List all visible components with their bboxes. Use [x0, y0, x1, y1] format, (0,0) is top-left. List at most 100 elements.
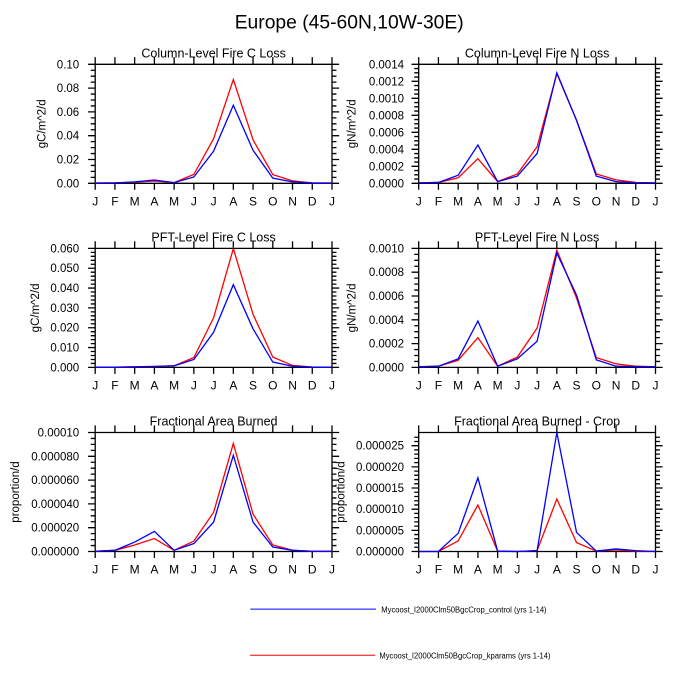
svg-text:J: J — [653, 563, 659, 577]
svg-text:0.0014: 0.0014 — [369, 59, 405, 71]
svg-text:0.00010: 0.00010 — [38, 428, 80, 440]
svg-text:0.010: 0.010 — [50, 343, 79, 355]
svg-text:0.08: 0.08 — [57, 83, 79, 95]
svg-text:N: N — [612, 379, 621, 393]
svg-text:gN/m^2/d: gN/m^2/d — [347, 99, 359, 148]
svg-text:A: A — [553, 563, 561, 577]
svg-text:0.0004: 0.0004 — [369, 144, 405, 156]
svg-text:0.000000: 0.000000 — [31, 547, 79, 559]
svg-text:D: D — [631, 194, 640, 208]
svg-text:J: J — [329, 563, 335, 577]
svg-text:M: M — [169, 194, 179, 208]
svg-text:0.000025: 0.000025 — [356, 441, 404, 453]
svg-text:Fractional Area Burned: Fractional Area Burned — [150, 415, 278, 429]
svg-text:S: S — [573, 563, 581, 577]
svg-text:0.00: 0.00 — [57, 178, 79, 190]
svg-text:J: J — [211, 194, 217, 208]
svg-text:PFT-Level Fire C Loss: PFT-Level Fire C Loss — [151, 230, 275, 244]
svg-text:J: J — [653, 379, 659, 393]
svg-text:0.06: 0.06 — [57, 107, 79, 119]
svg-text:M: M — [130, 379, 140, 393]
svg-text:0.000: 0.000 — [50, 362, 79, 374]
svg-text:O: O — [592, 379, 601, 393]
svg-text:F: F — [435, 379, 442, 393]
svg-text:J: J — [92, 563, 98, 577]
svg-text:A: A — [553, 379, 561, 393]
svg-text:S: S — [249, 379, 257, 393]
svg-text:F: F — [435, 194, 442, 208]
svg-text:S: S — [249, 194, 257, 208]
svg-text:0.040: 0.040 — [50, 283, 79, 295]
svg-text:J: J — [191, 379, 197, 393]
svg-text:0.000000: 0.000000 — [356, 547, 404, 559]
svg-text:J: J — [92, 194, 98, 208]
svg-text:J: J — [416, 194, 422, 208]
svg-text:N: N — [288, 379, 297, 393]
svg-text:M: M — [493, 563, 503, 577]
svg-text:M: M — [169, 379, 179, 393]
svg-text:A: A — [229, 563, 237, 577]
svg-text:J: J — [191, 563, 197, 577]
svg-text:J: J — [416, 379, 422, 393]
svg-text:O: O — [268, 379, 277, 393]
svg-text:M: M — [493, 194, 503, 208]
svg-text:A: A — [474, 194, 482, 208]
svg-text:D: D — [308, 379, 317, 393]
svg-text:0.020: 0.020 — [50, 323, 79, 335]
svg-text:J: J — [92, 379, 98, 393]
svg-text:A: A — [229, 379, 237, 393]
svg-text:F: F — [111, 194, 118, 208]
svg-text:0.0008: 0.0008 — [369, 267, 404, 279]
svg-text:0.0006: 0.0006 — [369, 291, 404, 303]
svg-text:A: A — [474, 563, 482, 577]
svg-text:F: F — [435, 563, 442, 577]
svg-text:M: M — [493, 379, 503, 393]
svg-text:0.0010: 0.0010 — [369, 93, 404, 105]
svg-text:F: F — [111, 379, 118, 393]
svg-text:J: J — [329, 194, 335, 208]
svg-text:J: J — [534, 563, 540, 577]
svg-text:A: A — [474, 379, 482, 393]
svg-text:J: J — [653, 194, 659, 208]
svg-text:A: A — [150, 563, 158, 577]
svg-text:gC/m^2/d: gC/m^2/d — [36, 99, 48, 148]
svg-text:Fractional Area Burned - Crop: Fractional Area Burned - Crop — [454, 415, 620, 429]
svg-text:M: M — [453, 379, 463, 393]
svg-text:D: D — [308, 563, 317, 577]
svg-text:A: A — [553, 194, 561, 208]
svg-text:J: J — [191, 194, 197, 208]
svg-text:O: O — [592, 194, 601, 208]
svg-text:0.0000: 0.0000 — [369, 362, 404, 374]
svg-text:0.000020: 0.000020 — [356, 462, 404, 474]
svg-text:N: N — [612, 563, 621, 577]
svg-text:M: M — [130, 563, 140, 577]
svg-text:J: J — [534, 379, 540, 393]
svg-text:Mycoost_I2000Clm50BgcCrop_cont: Mycoost_I2000Clm50BgcCrop_control (yrs 1… — [381, 606, 547, 615]
svg-text:gN/m^2/d: gN/m^2/d — [347, 283, 359, 332]
svg-text:A: A — [229, 194, 237, 208]
svg-text:0.10: 0.10 — [57, 59, 79, 71]
svg-text:A: A — [150, 194, 158, 208]
svg-text:A: A — [150, 379, 158, 393]
svg-text:N: N — [288, 194, 297, 208]
svg-text:N: N — [288, 563, 297, 577]
svg-text:M: M — [453, 194, 463, 208]
svg-text:J: J — [534, 194, 540, 208]
svg-text:M: M — [169, 563, 179, 577]
svg-text:J: J — [211, 379, 217, 393]
svg-text:proportion/d: proportion/d — [335, 461, 347, 522]
svg-text:J: J — [211, 563, 217, 577]
svg-text:PFT-Level Fire N Loss: PFT-Level Fire N Loss — [475, 230, 599, 244]
svg-text:S: S — [573, 379, 581, 393]
svg-text:0.000010: 0.000010 — [356, 504, 404, 516]
svg-text:0.000080: 0.000080 — [31, 451, 79, 463]
svg-text:0.060: 0.060 — [50, 243, 79, 255]
svg-text:J: J — [416, 563, 422, 577]
svg-text:O: O — [268, 194, 277, 208]
svg-text:J: J — [514, 563, 520, 577]
svg-text:F: F — [111, 563, 118, 577]
svg-text:S: S — [573, 194, 581, 208]
svg-text:O: O — [592, 563, 601, 577]
svg-text:gC/m^2/d: gC/m^2/d — [30, 283, 42, 332]
svg-text:Europe (45-60N,10W-30E): Europe (45-60N,10W-30E) — [235, 13, 464, 34]
